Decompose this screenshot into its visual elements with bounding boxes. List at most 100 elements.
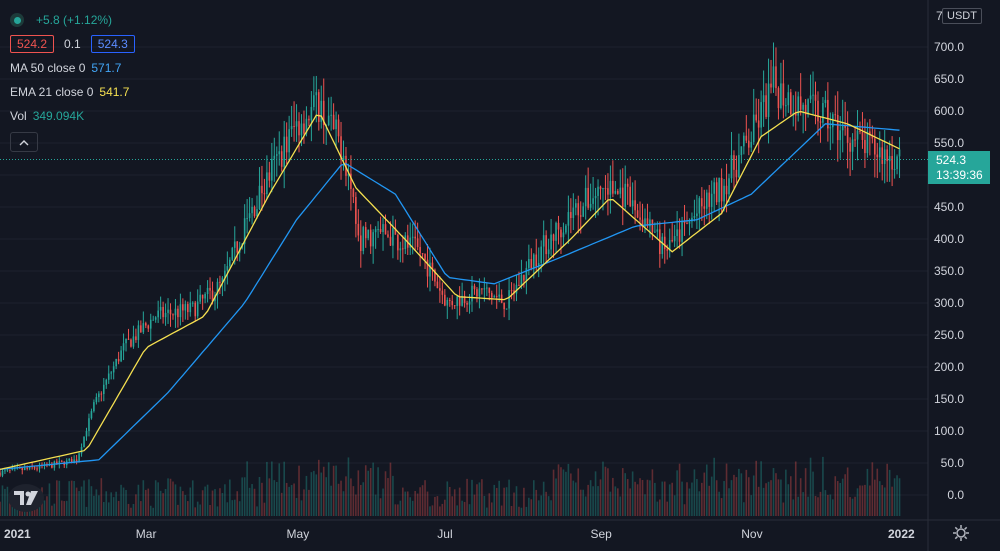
volume-bar <box>822 456 824 516</box>
candle-body <box>169 309 172 315</box>
volume-bar <box>95 489 98 516</box>
candle-body <box>154 317 157 320</box>
candle-body <box>399 248 402 251</box>
volume-bar <box>743 502 745 516</box>
candle-body <box>807 99 809 115</box>
candle-body <box>355 196 357 224</box>
volume-bar <box>898 478 901 516</box>
volume-bar <box>107 502 110 516</box>
volume-bar <box>651 469 654 516</box>
volume-bar <box>503 487 505 516</box>
volume-bar <box>789 476 792 516</box>
indicator-ma[interactable]: MA 50 close 0 571.7 <box>10 56 135 80</box>
candle-body <box>26 467 28 469</box>
volume-bar <box>85 506 88 516</box>
candle-body <box>651 219 654 232</box>
candle-body <box>236 241 239 253</box>
candle-body <box>673 235 676 242</box>
candle-body <box>532 254 535 269</box>
volume-bar <box>466 478 468 516</box>
currency-label[interactable]: USDT <box>942 8 982 24</box>
candle-body <box>36 468 38 470</box>
collapse-legend-button[interactable] <box>10 132 38 152</box>
volume-bar <box>387 478 389 516</box>
volume-bar <box>142 480 145 516</box>
buy-button[interactable]: 524.3 <box>90 35 135 53</box>
volume-bar <box>414 490 416 516</box>
candle-body <box>703 206 706 209</box>
volume-bar <box>199 504 201 516</box>
candle-body <box>829 127 832 129</box>
candle-body <box>256 209 258 217</box>
volume-bar <box>735 477 738 516</box>
volume-bar <box>463 501 466 516</box>
candle-body <box>728 178 730 195</box>
time-tick-label: May <box>286 527 310 541</box>
volume-bar <box>547 496 550 516</box>
candle-body <box>68 459 70 461</box>
volume-bar <box>775 473 777 516</box>
candle-body <box>555 222 557 241</box>
candle-body <box>696 213 698 217</box>
candle-body <box>317 92 320 122</box>
candle-body <box>787 92 790 106</box>
volume-bar <box>102 502 105 516</box>
tradingview-logo-icon[interactable] <box>8 484 44 512</box>
volume-bar <box>495 487 498 516</box>
candle-body <box>570 212 572 218</box>
candle-body <box>866 131 869 154</box>
settings-gear-icon[interactable] <box>952 524 970 542</box>
volume-bar <box>656 501 659 516</box>
volume-bar <box>713 457 715 516</box>
volume-bar <box>100 478 103 516</box>
candle-body <box>755 114 757 121</box>
volume-bar <box>777 479 780 516</box>
candle-body <box>646 218 649 227</box>
volume-bar <box>639 478 641 516</box>
volume-bar <box>372 462 374 516</box>
volume-bar <box>219 488 221 516</box>
candle-body <box>152 319 155 321</box>
candle-body <box>179 304 182 318</box>
candle-body <box>738 155 740 178</box>
volume-bar <box>0 501 1 516</box>
volume-bar <box>345 476 347 516</box>
candle-body <box>367 229 370 239</box>
volume-bar <box>525 506 528 516</box>
candle-body <box>0 472 1 476</box>
volume-bar <box>490 502 493 516</box>
volume-bar <box>409 497 412 516</box>
volume-bar <box>184 494 187 516</box>
candle-body <box>817 100 819 122</box>
candle-body <box>893 169 896 171</box>
volume-bar <box>303 489 305 516</box>
candle-body <box>191 302 194 304</box>
volume-bar <box>48 483 51 516</box>
volume-bar <box>515 486 518 516</box>
volume-bar <box>392 475 394 516</box>
candle-body <box>253 206 256 217</box>
volume-bar <box>809 457 812 516</box>
time-tick-label: 2021 <box>4 527 31 541</box>
candle-body <box>641 219 644 227</box>
volume-bar <box>698 491 701 516</box>
candle-body <box>95 397 98 403</box>
volume-bar <box>355 494 357 516</box>
sell-button[interactable]: 524.2 <box>10 35 55 53</box>
volume-bar <box>523 487 525 516</box>
volume-bar <box>659 499 661 516</box>
candle-body <box>518 284 520 286</box>
candle-body <box>110 372 113 374</box>
indicator-ema[interactable]: EMA 21 close 0 541.7 <box>10 80 135 104</box>
candle-body <box>461 296 463 306</box>
volume-bar <box>765 483 767 516</box>
candle-body <box>159 306 162 311</box>
volume-bar <box>738 468 740 516</box>
candle-body <box>182 304 184 311</box>
volume-bar <box>191 480 194 516</box>
volume-bar <box>159 490 162 516</box>
volume-bar <box>424 480 426 516</box>
indicator-volume[interactable]: Vol 349.094K <box>10 104 135 128</box>
candle-body <box>350 173 352 189</box>
